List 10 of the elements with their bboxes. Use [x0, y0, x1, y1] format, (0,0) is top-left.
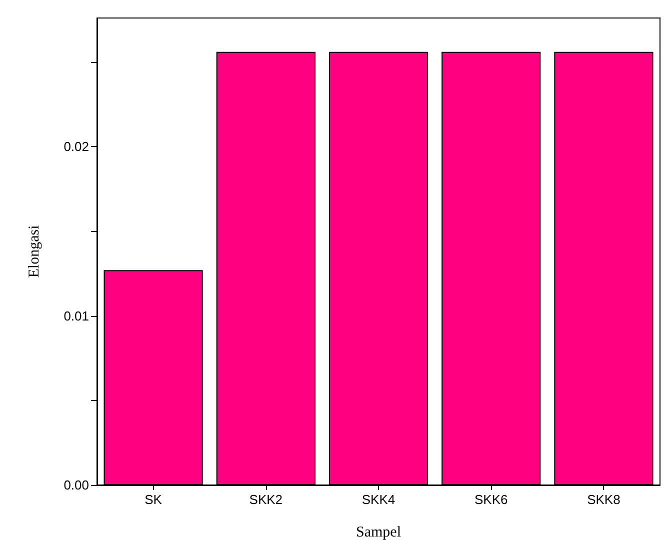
x-tick-label: SK — [144, 492, 162, 507]
x-tick-label: SKK8 — [587, 492, 620, 507]
x-tick-label: SKK2 — [249, 492, 283, 507]
y-axis-title: Elongasi — [26, 225, 42, 278]
x-axis-title: Sampel — [356, 524, 401, 540]
x-tick-label: SKK4 — [362, 492, 396, 507]
y-tick-label: 0.01 — [64, 308, 89, 324]
x-tick-label: SKK6 — [474, 492, 508, 507]
y-tick-label: 0.02 — [64, 139, 89, 154]
y-tick-label: 0.00 — [64, 478, 89, 492]
